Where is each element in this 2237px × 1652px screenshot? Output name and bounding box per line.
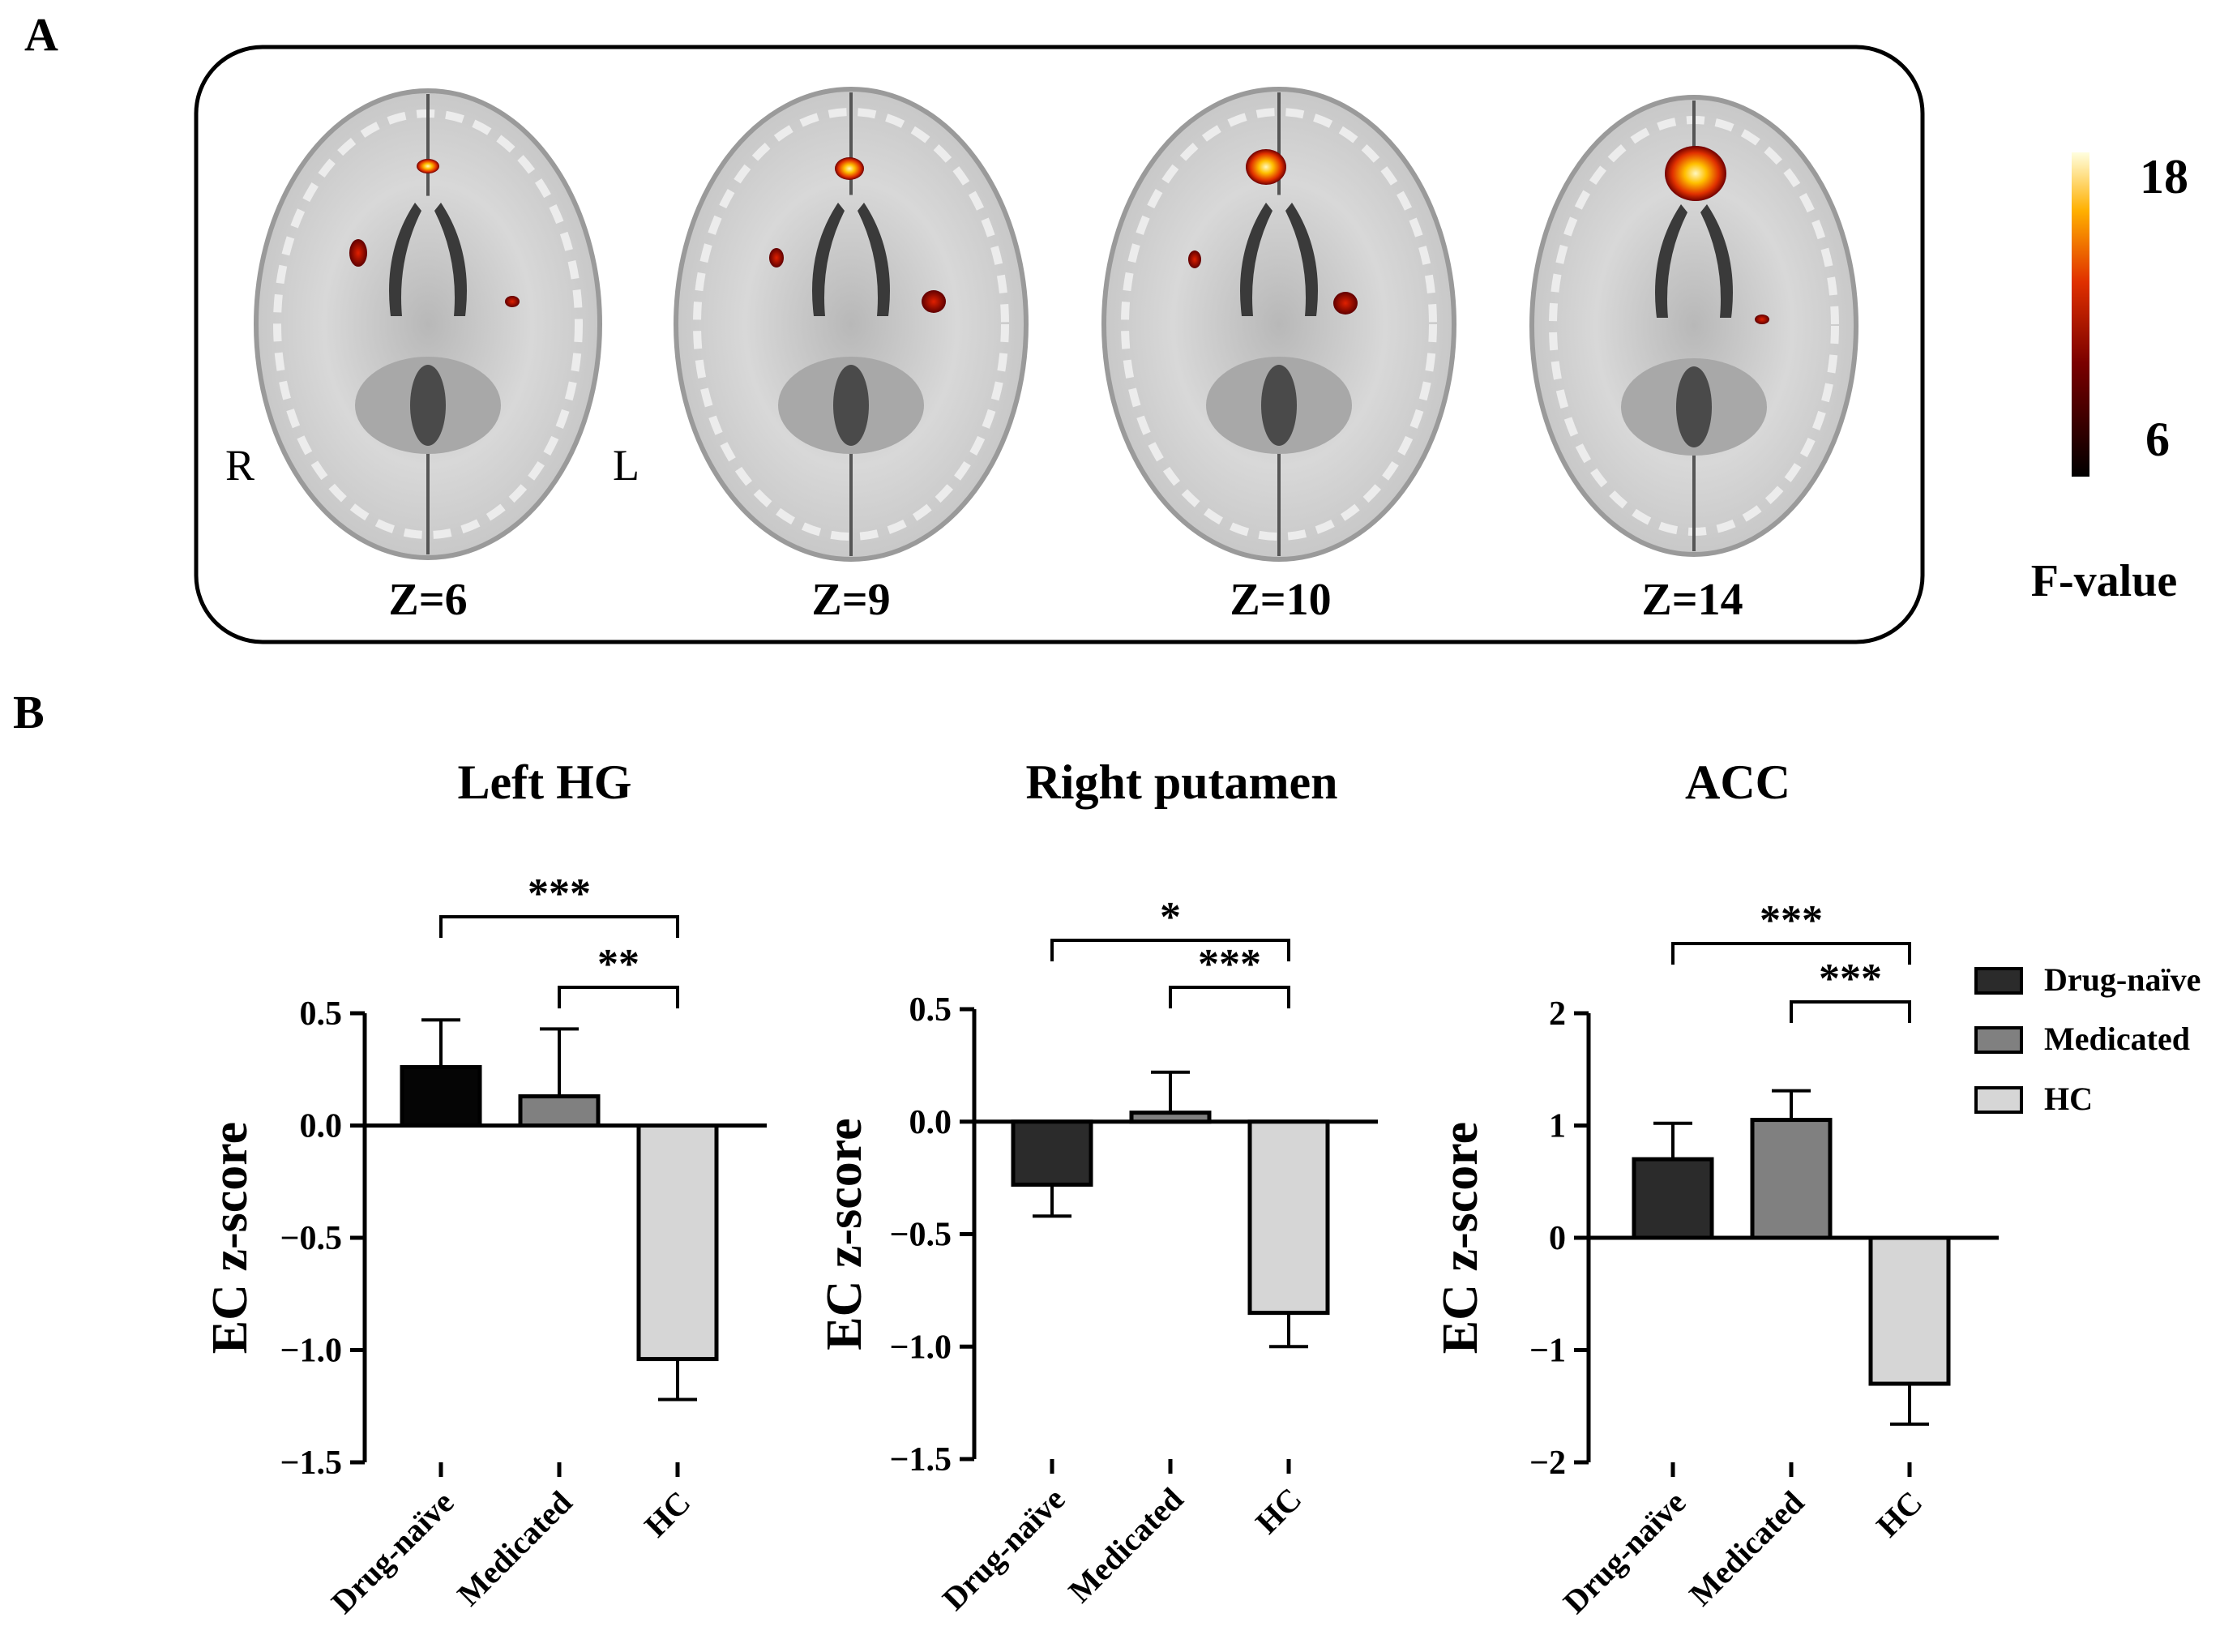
x-tick-label: HC bbox=[1248, 1481, 1308, 1541]
x-tick-label: HC bbox=[637, 1484, 697, 1544]
y-tick-label: 0.5 bbox=[300, 995, 343, 1033]
bar-hc bbox=[636, 1123, 719, 1362]
y-axis-label: EC z-score bbox=[1433, 1122, 1488, 1354]
chart-title: Right putamen bbox=[1025, 755, 1337, 809]
bar-medicated bbox=[518, 1093, 601, 1128]
panel-a-frame bbox=[194, 45, 1925, 644]
bar-drug-na-ve bbox=[400, 1064, 482, 1128]
activation-cluster bbox=[769, 248, 784, 267]
activation-cluster bbox=[1755, 315, 1769, 324]
slice-label-3: Z=10 bbox=[1230, 575, 1331, 625]
y-tick-label: 2 bbox=[1549, 995, 1566, 1033]
significance-bracket bbox=[1050, 939, 1290, 961]
legend-swatch-medicated bbox=[1974, 1026, 2023, 1054]
y-tick-label: 0.0 bbox=[909, 1104, 952, 1141]
chart-title: Left HG bbox=[458, 755, 632, 809]
legend-label-medicated: Medicated bbox=[2044, 1021, 2190, 1057]
legend-swatch-hc bbox=[1974, 1086, 2023, 1114]
x-tick-label: Medicated bbox=[1682, 1484, 1811, 1613]
y-tick-label: 1 bbox=[1549, 1108, 1566, 1145]
activation-cluster bbox=[1188, 250, 1201, 268]
activation-cluster bbox=[835, 157, 864, 180]
legend-label-drug-naive: Drug-naïve bbox=[2044, 961, 2201, 998]
slice-label-4: Z=14 bbox=[1641, 575, 1743, 625]
bar-hc bbox=[1247, 1119, 1330, 1316]
panel-b-label: B bbox=[13, 686, 45, 738]
x-tick-label: Drug-naïve bbox=[324, 1484, 461, 1621]
legend-swatch-drug-naive bbox=[1974, 967, 2023, 995]
x-tick-label: Medicated bbox=[450, 1484, 579, 1613]
brain-slice-1 bbox=[254, 88, 602, 560]
activation-cluster bbox=[1333, 292, 1358, 315]
significance-label: ** bbox=[597, 941, 639, 987]
bar-drug-na-ve bbox=[1011, 1119, 1093, 1187]
colorbar-max: 18 bbox=[2140, 150, 2188, 203]
panel-a-label: A bbox=[24, 8, 58, 61]
x-tick-label: Drug-naïve bbox=[1556, 1484, 1693, 1621]
slice-label-2: Z=9 bbox=[811, 575, 890, 625]
brain-slice-4 bbox=[1529, 95, 1858, 557]
significance-label: *** bbox=[1760, 897, 1823, 944]
significance-bracket bbox=[1671, 942, 1911, 965]
brain-slices bbox=[254, 87, 1858, 562]
x-tick-label: Medicated bbox=[1061, 1481, 1190, 1610]
chart-title: ACC bbox=[1685, 755, 1790, 809]
y-tick-label: 0 bbox=[1549, 1220, 1566, 1257]
significance-bracket bbox=[1790, 1000, 1911, 1023]
significance-label: *** bbox=[1198, 941, 1261, 987]
significance-bracket bbox=[1169, 986, 1290, 1008]
y-tick-label: −1.5 bbox=[890, 1441, 952, 1479]
orientation-left: L bbox=[613, 441, 639, 490]
brain-slice-3 bbox=[1101, 87, 1456, 562]
colorbar bbox=[2072, 152, 2089, 477]
y-tick-label: −1.0 bbox=[280, 1333, 342, 1370]
significance-label: * bbox=[1160, 894, 1181, 940]
y-tick-label: −1.0 bbox=[890, 1329, 952, 1366]
activation-cluster bbox=[922, 290, 946, 313]
y-tick-label: −0.5 bbox=[280, 1220, 342, 1257]
y-tick-label: −1.5 bbox=[280, 1444, 342, 1482]
colorbar-title: F-value bbox=[2031, 556, 2177, 606]
y-tick-label: −1 bbox=[1529, 1333, 1566, 1370]
x-tick-label: HC bbox=[1869, 1484, 1929, 1544]
y-tick-label: 0.0 bbox=[300, 1108, 343, 1145]
y-tick-label: −2 bbox=[1529, 1444, 1566, 1482]
y-tick-label: 0.5 bbox=[909, 991, 952, 1029]
significance-bracket bbox=[439, 915, 679, 938]
legend-label-hc: HC bbox=[2044, 1081, 2093, 1117]
orientation-right: R bbox=[225, 441, 254, 490]
brain-slice-2 bbox=[674, 87, 1029, 562]
activation-cluster bbox=[417, 159, 439, 173]
significance-label: *** bbox=[528, 871, 591, 917]
significance-label: *** bbox=[1819, 956, 1882, 1002]
chart-2: Right putamen EC z-score 0.5 0.0 −0.5 −1.0 −1.… bbox=[817, 755, 1378, 1617]
bar-drug-na-ve bbox=[1632, 1157, 1714, 1240]
x-tick-label: Drug-naïve bbox=[935, 1481, 1072, 1618]
slice-label-1: Z=6 bbox=[388, 575, 467, 625]
bar-medicated bbox=[1750, 1118, 1833, 1240]
y-axis-label: EC z-score bbox=[203, 1122, 258, 1354]
legend: Drug-naïve Medicated HC bbox=[1974, 961, 2201, 1117]
bar-medicated bbox=[1129, 1111, 1212, 1124]
activation-cluster bbox=[1246, 149, 1286, 185]
y-axis-label: EC z-score bbox=[817, 1118, 872, 1350]
y-tick-label: −0.5 bbox=[890, 1217, 952, 1254]
colorbar-min: 6 bbox=[2145, 413, 2170, 466]
significance-bracket bbox=[558, 986, 679, 1008]
chart-1: Left HG EC z-score 0.5 0.0 −0.5 −1.0 −1.5Drug-… bbox=[203, 755, 767, 1620]
bar-hc bbox=[1868, 1235, 1951, 1386]
activation-cluster bbox=[1665, 146, 1726, 201]
activation-cluster bbox=[349, 239, 367, 267]
activation-cluster bbox=[505, 296, 520, 307]
